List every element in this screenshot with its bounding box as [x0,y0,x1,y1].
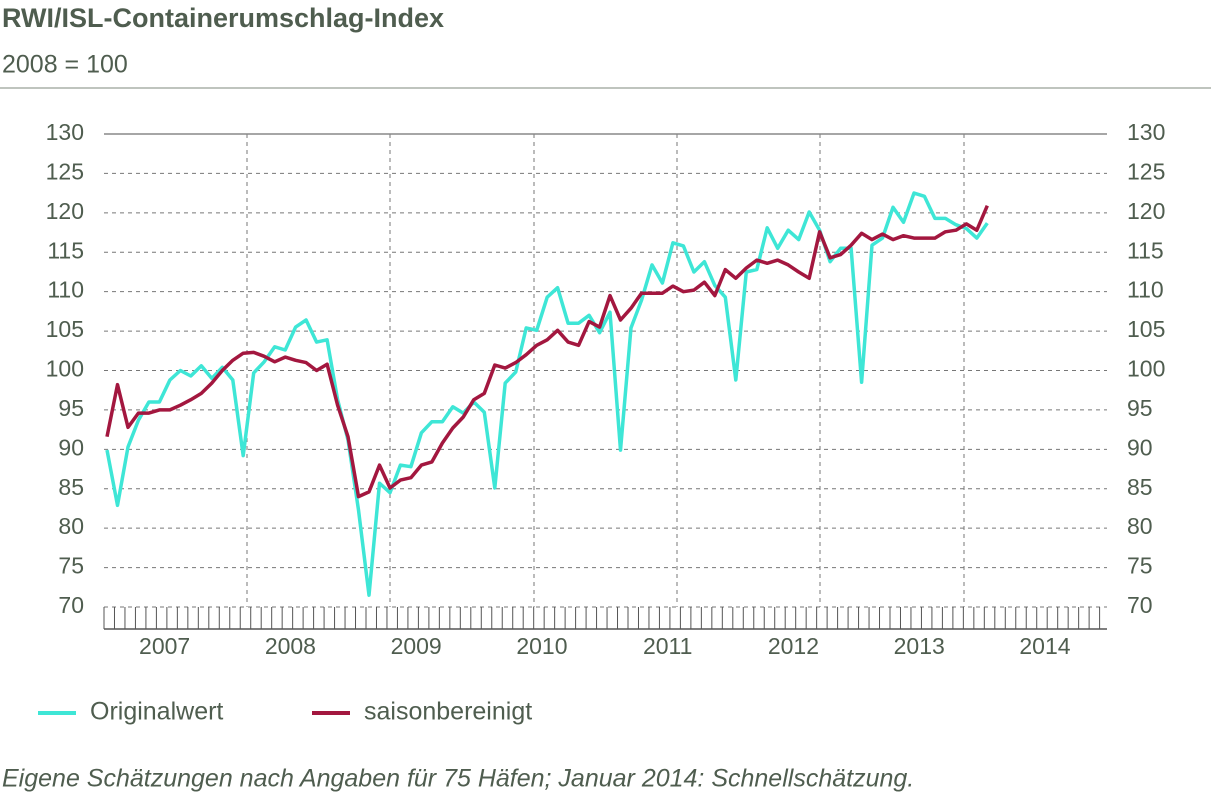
y-tick-label: 75 [58,553,84,579]
y2-tick-label: 105 [1127,316,1165,342]
x-tick-label: 2011 [643,633,692,659]
y-tick-label: 85 [58,474,84,500]
y-tick-label: 110 [47,277,84,303]
series-line [105,191,989,597]
y2-tick-label: 70 [1127,592,1153,618]
x-tick-label: 2007 [139,633,190,659]
y2-tick-label: 95 [1127,395,1153,421]
y2-tick-label: 125 [1127,158,1165,184]
x-tick-label: 2012 [768,633,819,659]
y2-tick-label: 120 [1127,198,1165,224]
x-tick-label: 2008 [265,633,316,659]
y-tick-label: 105 [46,316,84,342]
x-tick-label: 2014 [1019,633,1070,659]
y2-tick-label: 75 [1127,553,1153,579]
y2-tick-label: 100 [1127,356,1165,382]
y2-tick-label: 130 [1127,119,1165,145]
x-tick-label: 2013 [894,633,945,659]
y2-tick-label: 110 [1127,277,1164,303]
chart-subtitle: 2008 = 100 [2,51,128,79]
y-tick-label: 90 [58,434,84,460]
y2-tick-label: 90 [1127,434,1153,460]
y-tick-label: 80 [58,513,84,539]
y-tick-label: 130 [46,119,84,145]
x-tick-label: 2009 [391,633,442,659]
y-tick-label: 125 [46,158,84,184]
y2-tick-label: 85 [1127,474,1153,500]
y-tick-label: 70 [58,592,84,618]
legend-label: saisonbereinigt [364,698,532,726]
footnote: Eigene Schätzungen nach Angaben für 75 H… [2,765,914,793]
y-tick-label: 95 [58,395,84,421]
y-tick-label: 115 [47,237,84,263]
legend-label: Originalwert [90,698,223,726]
y2-tick-label: 115 [1127,237,1164,263]
chart-title: RWI/ISL-Containerumschlag-Index [2,3,444,33]
y-tick-label: 120 [46,198,84,224]
y-tick-label: 100 [46,356,84,382]
series-line [105,205,989,499]
x-tick-label: 2010 [516,633,567,659]
y2-tick-label: 80 [1127,513,1153,539]
